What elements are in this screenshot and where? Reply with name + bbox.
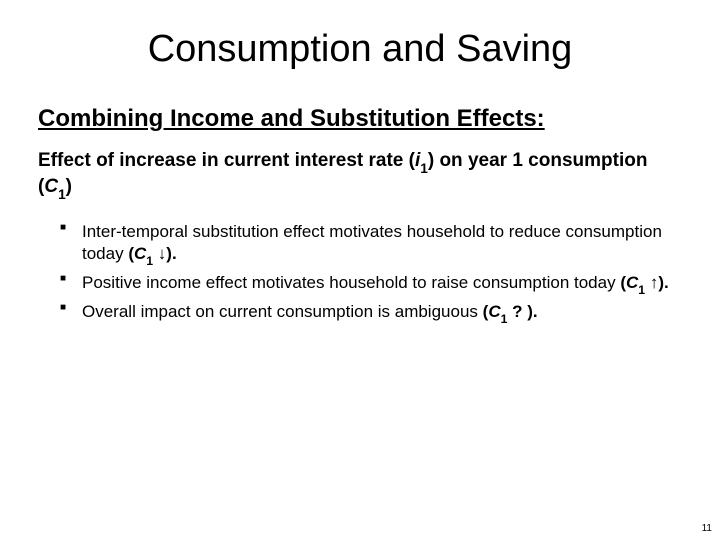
list-item: Positive income effect motivates househo… [60, 272, 682, 297]
bullet-bold: (C1 ↓). [128, 244, 176, 263]
bullet-list: Inter-temporal substitution effect motiv… [38, 221, 682, 326]
bold-rest: ↑). [645, 273, 669, 292]
bullet-text: Overall impact on current consumption is… [82, 302, 483, 321]
context-prefix: Effect of increase in current interest r… [38, 150, 415, 171]
context-c-sub: 1 [58, 187, 66, 202]
bullet-text: Positive income effect motivates househo… [82, 273, 620, 292]
slide-subtitle: Combining Income and Substitution Effect… [38, 105, 682, 133]
bold-rest: ↓). [153, 244, 177, 263]
page-number: 11 [702, 523, 712, 534]
bullet-bold: (C1 ? ). [483, 302, 538, 321]
list-item: Overall impact on current consumption is… [60, 301, 682, 326]
slide-content: Consumption and Saving Combining Income … [0, 0, 720, 326]
bold-sub: 1 [146, 254, 153, 268]
bold-var: C [488, 302, 500, 321]
bold-var: C [626, 273, 638, 292]
bullet-bold: (C1 ↑). [620, 273, 668, 292]
context-line: Effect of increase in current interest r… [38, 149, 682, 201]
context-i-sub: 1 [420, 161, 428, 176]
context-suffix: ) [66, 176, 72, 197]
list-item: Inter-temporal substitution effect motiv… [60, 221, 682, 268]
bold-sub: 1 [501, 312, 508, 326]
context-var-c: C [44, 176, 58, 197]
bold-rest: ? ). [507, 302, 537, 321]
bold-var: C [134, 244, 146, 263]
slide-title: Consumption and Saving [38, 28, 682, 71]
bold-sub: 1 [638, 283, 645, 297]
